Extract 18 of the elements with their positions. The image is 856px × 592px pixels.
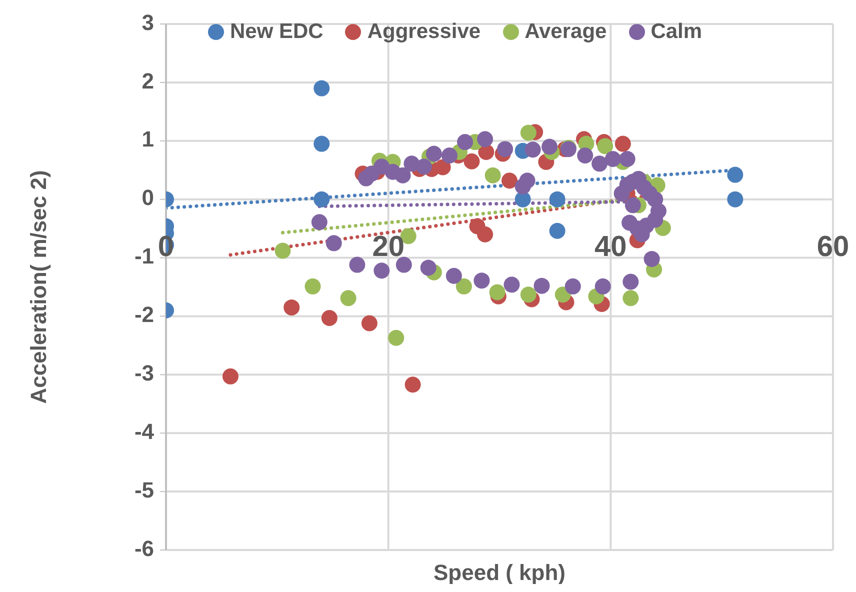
y-tick-label: -3	[134, 360, 154, 386]
x-tick-label: 40	[594, 230, 627, 263]
y-tick-label: -6	[134, 536, 154, 561]
x-tick-label: 60	[816, 230, 850, 263]
y-tick-label: 0	[142, 185, 154, 210]
y-tick-label: -4	[134, 418, 155, 444]
legend-label: Aggressive	[367, 20, 481, 44]
y-tick-label: -1	[134, 244, 154, 269]
y-tick-label: -5	[134, 477, 154, 502]
y-tick-label: -2	[134, 302, 154, 328]
legend-label: Average	[524, 20, 607, 44]
y-axis-title: Acceleration( m/sec 2)	[26, 170, 51, 404]
legend-label: Calm	[650, 20, 702, 44]
y-tick-label: 1	[142, 126, 154, 152]
y-tick-label: 2	[142, 68, 154, 94]
legend-label: New EDC	[230, 20, 324, 44]
y-tick-label: 3	[142, 10, 154, 35]
x-tick-label: 20	[372, 230, 404, 263]
